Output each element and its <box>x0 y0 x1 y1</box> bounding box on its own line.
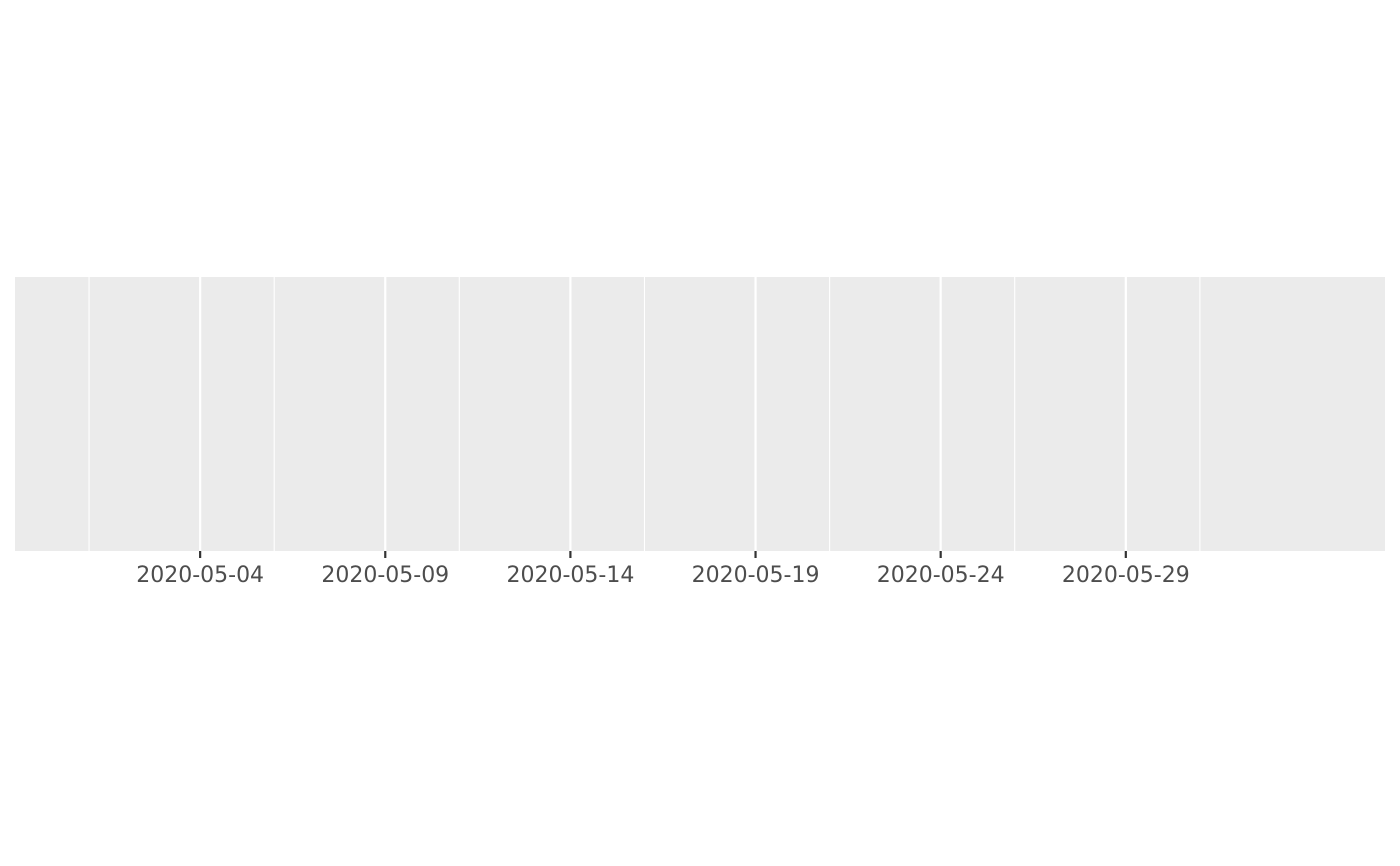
x-tick-label: 2020-05-09 <box>321 563 449 588</box>
plot-panel <box>15 277 1385 551</box>
x-tick-label: 2020-05-24 <box>877 563 1005 588</box>
major-gridlines <box>199 277 1127 551</box>
minor-gridlines <box>88 277 1201 551</box>
x-tick-label: 2020-05-14 <box>506 563 634 588</box>
x-tick-label: 2020-05-29 <box>1062 563 1190 588</box>
x-axis-tick-labels: 2020-05-04 2020-05-09 2020-05-14 2020-05-19… <box>136 563 1190 588</box>
x-axis-ticks <box>199 551 1127 558</box>
x-tick-label: 2020-05-04 <box>136 563 264 588</box>
x-tick-label: 2020-05-19 <box>692 563 820 588</box>
